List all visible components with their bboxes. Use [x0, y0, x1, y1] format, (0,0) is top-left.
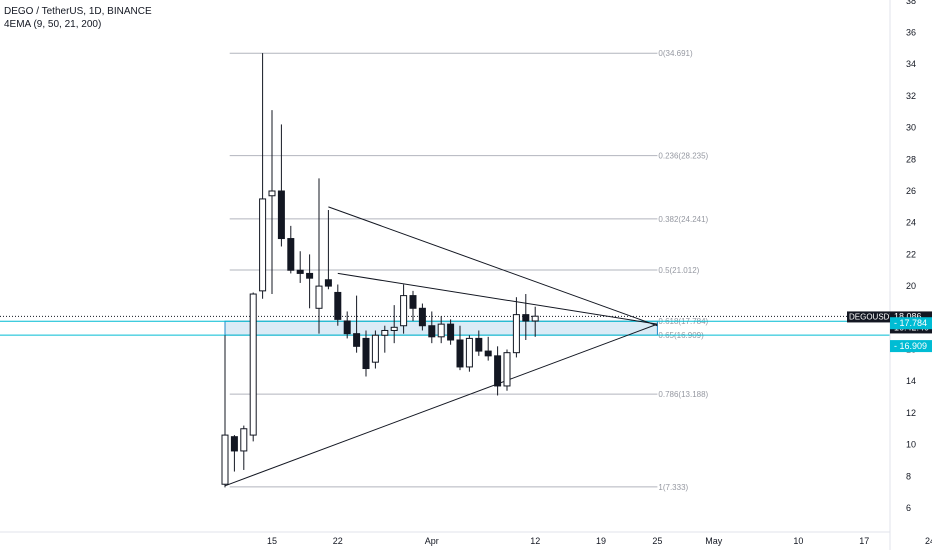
candle-body-25	[456, 339, 464, 368]
y-tick-13: 32	[906, 91, 916, 101]
level-tag-bg-0	[890, 317, 932, 330]
y-tick-11: 28	[906, 154, 916, 164]
y-tick-2: 10	[906, 440, 916, 450]
candle-body-31	[512, 314, 520, 354]
candle-body-24	[447, 323, 455, 341]
candle-body-29	[494, 355, 502, 387]
x-tick-4: 19	[596, 536, 606, 546]
y-tick-14: 34	[906, 59, 916, 69]
candle-body-5	[268, 190, 276, 197]
x-tick-6: May	[705, 536, 723, 546]
candle-body-0	[221, 434, 229, 485]
y-tick-15: 36	[906, 28, 916, 38]
candle-body-33	[531, 315, 539, 322]
candle-body-30	[503, 352, 511, 387]
y-tick-3: 12	[906, 408, 916, 418]
candle-body-32	[522, 314, 530, 322]
x-tick-3: 12	[530, 536, 540, 546]
y-tick-8: 22	[906, 249, 916, 259]
x-tick-2: Apr	[425, 536, 439, 546]
x-tick-8: 17	[859, 536, 869, 546]
candle-body-15	[362, 337, 370, 370]
candle-body-19	[400, 295, 408, 327]
candle-body-18	[390, 326, 398, 331]
y-tick-1: 8	[906, 471, 911, 481]
candle-body-27	[475, 337, 483, 352]
level-tag-bg-1	[890, 340, 932, 353]
indicator-legend[interactable]: 4EMA (9, 50, 21, 200)	[4, 19, 102, 30]
price-tag-value: 18.086	[894, 311, 922, 321]
fib-label-6: 0.786(13.188)	[658, 390, 708, 399]
chart-title: DEGO / TetherUS, 1D, BINANCE	[4, 6, 152, 17]
candle-body-14	[353, 333, 361, 347]
fib-label-0: 0(34.691)	[658, 49, 693, 58]
candle-body-20	[409, 295, 417, 309]
candle-body-12	[334, 291, 342, 320]
x-tick-5: 25	[652, 536, 662, 546]
candle-body-10	[315, 285, 323, 309]
x-tick-7: 10	[793, 536, 803, 546]
candle-body-28	[484, 350, 492, 357]
candle-body-26	[465, 337, 473, 368]
y-tick-4: 14	[906, 376, 916, 386]
x-tick-0: 15	[267, 536, 277, 546]
x-tick-1: 22	[333, 536, 343, 546]
fib-label-2: 0.382(24.241)	[658, 215, 708, 224]
candle-body-3	[249, 293, 257, 436]
y-tick-12: 30	[906, 123, 916, 133]
trendline-1	[337, 272, 658, 325]
candle-body-1	[230, 436, 238, 452]
x-tick-9: 24	[925, 536, 932, 546]
candle-body-6	[277, 190, 285, 240]
candle-body-22	[428, 325, 436, 338]
candle-body-16	[371, 334, 379, 363]
candle-body-13	[343, 320, 351, 335]
fib-label-1: 0.236(28.235)	[658, 152, 708, 161]
symbol-tag: DEGOUSDT	[849, 312, 894, 321]
fib-label-3: 0.5(21.012)	[658, 266, 699, 275]
candle-body-11	[324, 279, 332, 287]
y-tick-16: 38	[906, 0, 916, 6]
candle-body-7	[287, 238, 295, 271]
y-tick-7: 20	[906, 281, 916, 291]
trendline-2	[224, 323, 658, 487]
candle-body-17	[381, 329, 389, 336]
candle-body-8	[296, 269, 304, 274]
fib-label-7: 1(7.333)	[658, 483, 688, 492]
trendline-0	[328, 206, 658, 327]
y-tick-9: 24	[906, 218, 916, 228]
symbol-tag-bg	[847, 311, 890, 323]
level-tag-1: - 16.909	[894, 341, 927, 351]
y-tick-10: 26	[906, 186, 916, 196]
level-tag-0: - 17.784	[894, 318, 927, 328]
y-tick-0: 6	[906, 503, 911, 513]
candle-body-9	[306, 272, 314, 279]
candle-body-4	[259, 198, 267, 292]
candle-body-2	[240, 428, 248, 452]
candle-body-21	[418, 307, 426, 327]
candle-body-23	[437, 323, 445, 338]
